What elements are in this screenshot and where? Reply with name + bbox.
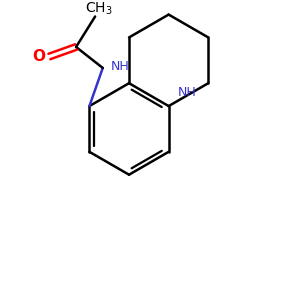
Text: CH$_3$: CH$_3$ bbox=[85, 1, 113, 17]
Text: NH: NH bbox=[178, 86, 197, 99]
Text: NH: NH bbox=[110, 59, 129, 73]
Text: O: O bbox=[32, 49, 45, 64]
